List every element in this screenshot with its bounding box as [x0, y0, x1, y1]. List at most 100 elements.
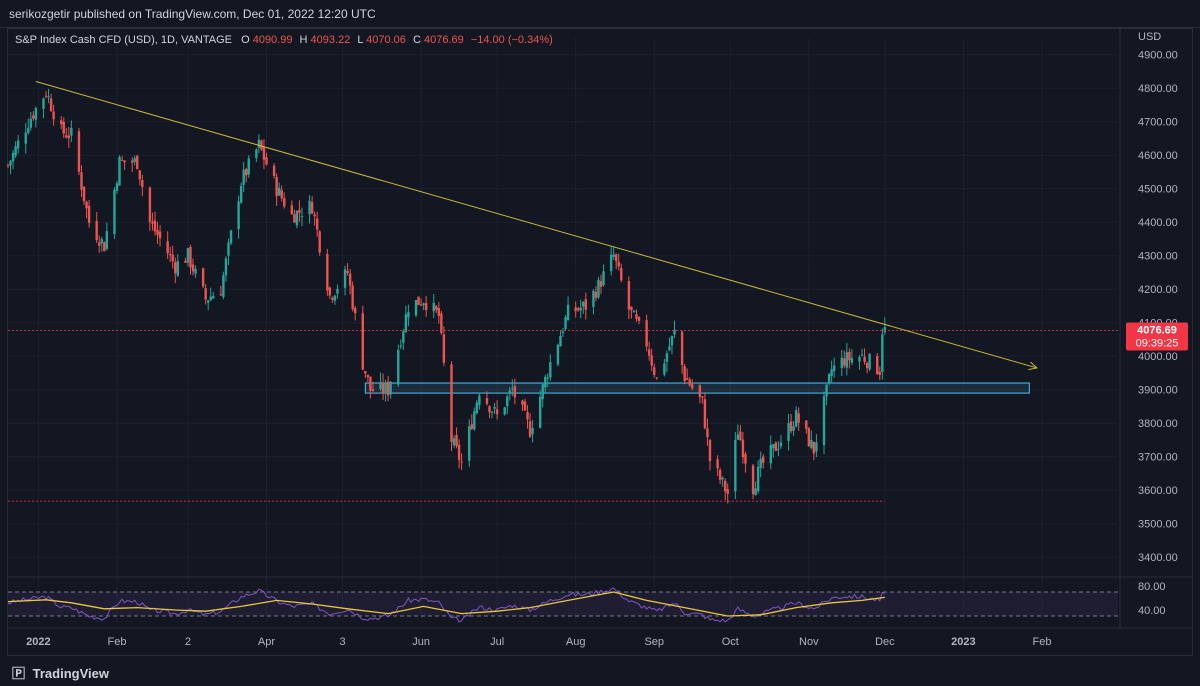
candle-body	[6, 164, 10, 166]
candle-body	[407, 312, 410, 318]
candle-body	[141, 180, 144, 188]
time-tick-label: 2022	[26, 636, 50, 648]
candle-body	[67, 135, 71, 139]
candle-body	[186, 248, 190, 263]
candle-body	[442, 334, 446, 363]
candle-body	[538, 396, 542, 428]
time-tick-label: Jun	[412, 636, 430, 648]
candle-body	[212, 295, 215, 299]
publish-header: serikozgetir published on TradingView.co…	[0, 0, 1200, 28]
candle-body	[49, 98, 53, 112]
candle-body	[506, 396, 509, 407]
price-tick-label: 4600.00	[1138, 150, 1178, 162]
time-tick-label: Oct	[722, 636, 739, 648]
candle-body	[599, 281, 603, 287]
candle-body	[422, 303, 425, 306]
candle-body	[95, 220, 98, 241]
candle-body	[541, 384, 544, 400]
time-tick-label: Jul	[490, 636, 504, 648]
candle-body	[708, 440, 712, 462]
legend-close-label: C	[413, 34, 421, 46]
rsi-ma-line	[7, 591, 885, 617]
candle-body	[24, 132, 27, 144]
tradingview-logo-icon: 🄿	[12, 666, 26, 681]
candle-body	[744, 454, 747, 464]
candle-body	[440, 313, 443, 333]
candle-body	[680, 331, 684, 366]
candle-body	[242, 169, 245, 185]
candle-body	[655, 377, 658, 379]
candle-body	[29, 118, 33, 128]
candle-body	[239, 185, 243, 203]
candle-body	[478, 395, 481, 405]
candle-body	[774, 442, 778, 451]
candle-body	[665, 353, 669, 362]
candle-body	[333, 295, 337, 301]
legend-symbol: S&P Index Cash CFD (USD), 1D, VANTAGE	[15, 34, 232, 46]
trendline	[35, 81, 1037, 368]
candle-body	[726, 489, 729, 494]
candle-body	[424, 302, 428, 310]
candle-body	[328, 287, 332, 296]
price-tick-label: 3900.00	[1138, 385, 1178, 397]
candle-body	[779, 442, 783, 447]
candle-body	[371, 389, 375, 391]
candle-body	[315, 218, 319, 230]
candle-body	[615, 254, 618, 262]
price-chart[interactable]: 4900.00 4800.00 4700.00 4600.00 4500.00 4400.…	[0, 0, 1200, 656]
candle-body	[389, 381, 392, 395]
candle-body	[366, 374, 370, 378]
price-tick-label: 3400.00	[1138, 552, 1178, 564]
candle-body	[609, 254, 613, 272]
candle-body	[189, 246, 192, 268]
candle-body	[85, 201, 88, 209]
candle-body	[863, 356, 866, 362]
candle-body	[627, 281, 631, 310]
candle-body	[224, 258, 228, 276]
candle-body	[275, 176, 278, 197]
tradingview-logo[interactable]: 🄿 TradingView	[12, 663, 109, 682]
last-price-value: 4076.69	[1137, 325, 1177, 337]
candle-body	[794, 410, 798, 427]
candle-body	[62, 121, 65, 134]
candle-body	[138, 170, 141, 180]
candle-body	[691, 384, 694, 389]
legend-open-label: O	[241, 34, 250, 46]
candle-body	[364, 371, 367, 374]
candle-body	[635, 314, 638, 319]
candle-body	[592, 290, 595, 307]
time-tick-label: 2	[185, 636, 191, 648]
candle-body	[32, 115, 35, 119]
candle-body	[523, 401, 527, 411]
candle-body	[827, 374, 831, 383]
candle-body	[435, 306, 438, 310]
candle-body	[759, 458, 762, 468]
candle-body	[630, 306, 633, 311]
candle-body	[602, 271, 605, 286]
chart-frame[interactable]	[7, 28, 1193, 656]
candle-body	[257, 139, 261, 148]
support-zone	[364, 382, 1030, 394]
candle-body	[336, 289, 339, 294]
candle-body	[475, 402, 479, 413]
candle-body	[805, 420, 808, 429]
price-tick-label: 3600.00	[1138, 485, 1178, 497]
candle-body	[564, 317, 567, 330]
candle-body	[280, 190, 283, 199]
candle-body	[348, 273, 352, 286]
candle-body	[222, 275, 225, 297]
candle-body	[597, 279, 600, 298]
candle-body	[812, 441, 816, 454]
candle-body	[52, 111, 55, 120]
candle-body	[237, 201, 240, 230]
candle-body	[582, 301, 585, 307]
candle-body	[353, 307, 357, 314]
candle-body	[845, 352, 849, 368]
candle-body	[508, 390, 511, 394]
candle-body	[574, 307, 577, 312]
candle-body	[331, 297, 334, 300]
candle-body	[201, 268, 205, 287]
candle-body	[174, 262, 177, 274]
time-tick-label: 3	[339, 636, 345, 648]
price-tick-label: 4400.00	[1138, 217, 1178, 229]
